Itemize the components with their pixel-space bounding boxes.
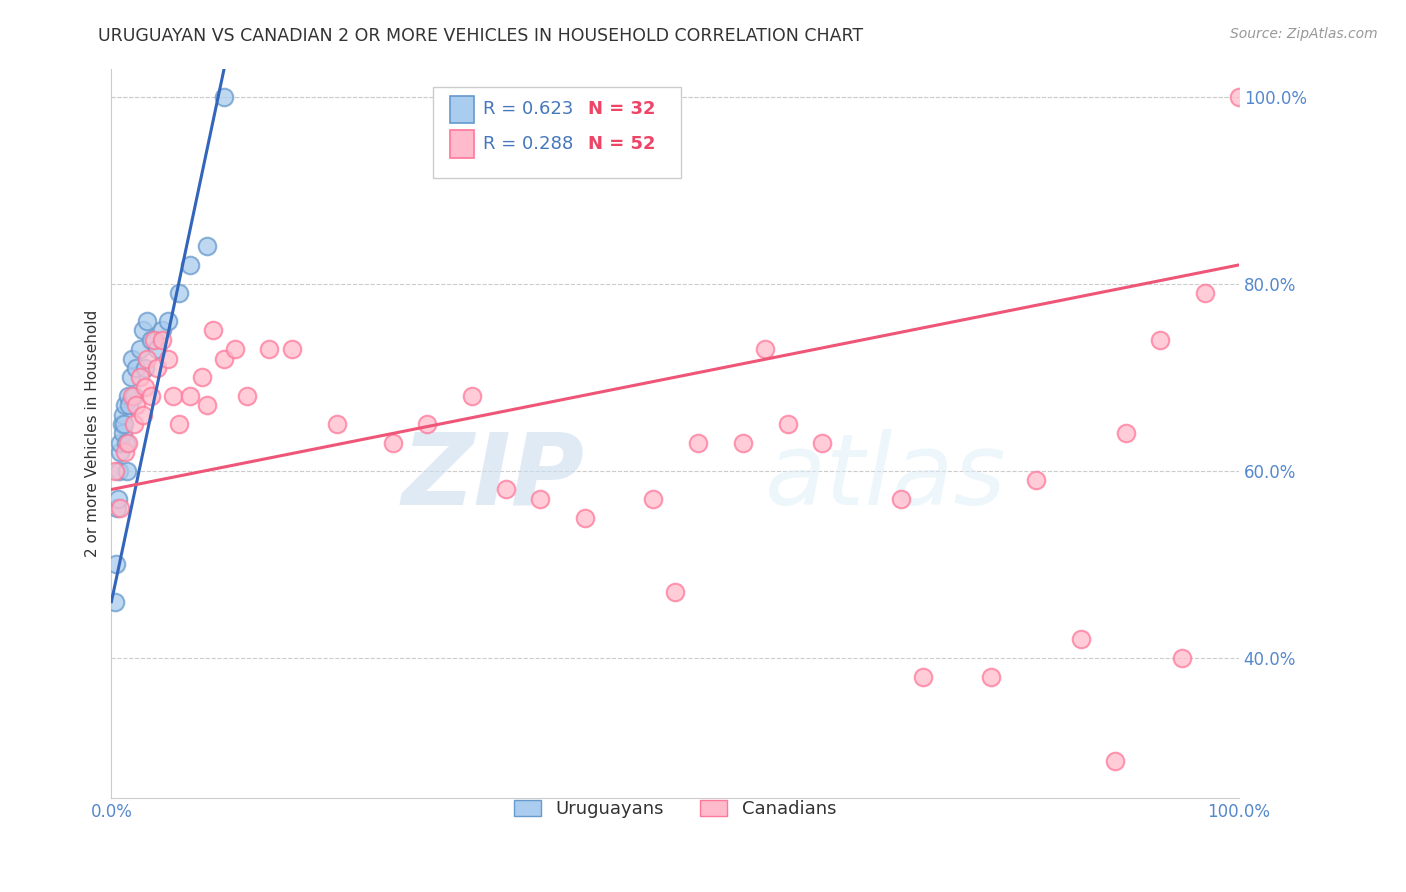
Point [1194,286,1216,301]
Point [495,483,517,497]
Point [114,398,136,412]
Point [125,360,148,375]
Text: N = 52: N = 52 [588,135,655,153]
Y-axis label: 2 or more Vehicles in Household: 2 or more Vehicles in Household [86,310,100,557]
Point [117,389,139,403]
Point [754,342,776,356]
Point [281,342,304,356]
Point [201,323,224,337]
Point [139,333,162,347]
Point [980,669,1002,683]
Point [156,351,179,366]
FancyBboxPatch shape [450,130,474,158]
Point [110,501,132,516]
Legend: Uruguayans, Canadians: Uruguayans, Canadians [506,793,844,826]
Point [128,370,150,384]
Point [104,464,127,478]
Point [1070,632,1092,647]
Point [156,314,179,328]
Point [134,379,156,393]
Point [110,417,132,431]
Point [115,464,138,478]
Text: R = 0.288: R = 0.288 [484,135,574,153]
Point [912,669,935,683]
Point [139,389,162,403]
Point [105,501,128,516]
Point [120,370,142,384]
Point [108,464,131,478]
Point [145,342,167,356]
Text: atlas: atlas [765,429,1007,525]
Point [326,417,349,431]
Point [121,351,143,366]
Point [162,389,184,403]
Point [134,360,156,375]
Point [235,389,257,403]
Point [128,342,150,356]
Point [776,417,799,431]
Point [574,510,596,524]
Point [382,435,405,450]
Point [114,445,136,459]
Point [110,435,132,450]
Point [122,389,145,403]
Point [132,408,155,422]
Point [107,491,129,506]
Point [118,398,141,412]
Point [257,342,280,356]
Point [117,435,139,450]
Point [150,323,173,337]
Point [145,360,167,375]
Text: URUGUAYAN VS CANADIAN 2 OR MORE VEHICLES IN HOUSEHOLD CORRELATION CHART: URUGUAYAN VS CANADIAN 2 OR MORE VEHICLES… [98,27,863,45]
Text: Source: ZipAtlas.com: Source: ZipAtlas.com [1230,27,1378,41]
Point [110,445,132,459]
Point [115,435,138,450]
Point [104,595,127,609]
Point [1104,754,1126,768]
Text: N = 32: N = 32 [588,101,655,119]
Point [810,435,832,450]
Point [1115,426,1137,441]
Point [1227,89,1250,103]
Point [1025,473,1047,487]
Point [195,239,218,253]
Point [641,491,664,506]
Point [179,389,201,403]
Point [1149,333,1171,347]
FancyBboxPatch shape [450,95,474,123]
Point [150,333,173,347]
Point [224,342,246,356]
Point [132,323,155,337]
Point [664,585,686,599]
Point [136,351,159,366]
Point [104,558,127,572]
FancyBboxPatch shape [433,87,681,178]
Point [111,426,134,441]
Point [112,417,135,431]
Point [731,435,754,450]
Point [167,417,190,431]
Point [529,491,551,506]
Point [212,89,235,103]
Point [195,398,218,412]
Point [121,389,143,403]
Point [122,417,145,431]
Point [143,333,166,347]
Point [111,408,134,422]
Point [167,286,190,301]
Point [136,314,159,328]
Point [125,398,148,412]
Text: ZIP: ZIP [402,429,585,525]
Point [890,491,912,506]
Point [686,435,709,450]
Point [461,389,484,403]
Text: R = 0.623: R = 0.623 [484,101,574,119]
Point [416,417,439,431]
Point [190,370,212,384]
Point [1171,650,1194,665]
Point [179,258,201,272]
Point [212,351,235,366]
